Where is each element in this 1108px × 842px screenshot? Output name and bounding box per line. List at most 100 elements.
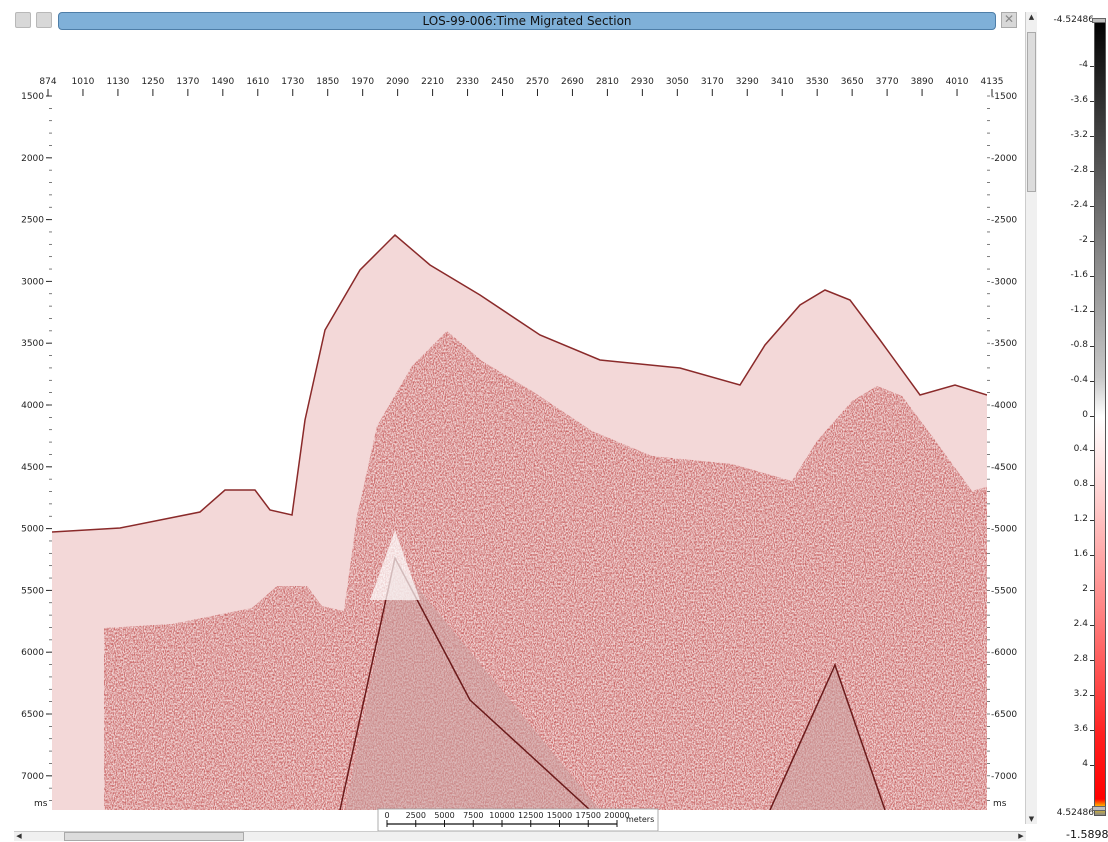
seismic-section-plot[interactable]: 874 1010 1130 1250 1370 1490 1610 1730 1850 1970 2…	[0, 0, 1025, 842]
trace-tick-label: 1610	[246, 77, 269, 87]
colorbar-tick-label: -2.4	[1070, 199, 1088, 210]
scroll-down-icon[interactable]: ▼	[1028, 815, 1035, 823]
colorbar-tick	[1090, 555, 1094, 557]
time-tick-label-left: 6000	[21, 648, 44, 658]
scale-bar-label: 10000	[489, 811, 514, 820]
trace-tick-label: 1010	[72, 77, 95, 87]
time-tick-label-left: 2500	[21, 216, 44, 226]
time-tick-label-right: -3500	[991, 339, 1017, 349]
vertical-scroll-thumb[interactable]	[1027, 32, 1036, 192]
colorbar-tick-label: 0.4	[1073, 444, 1088, 455]
colorbar-tick	[1090, 485, 1094, 487]
horizontal-scrollbar[interactable]: ◀ ▶	[14, 831, 1026, 841]
trace-tick-label: 3170	[701, 77, 724, 87]
time-tick-label-left: 1500	[21, 92, 44, 102]
trace-tick-label: 3530	[806, 77, 829, 87]
amplitude-readout: -1.58981	[1066, 828, 1108, 841]
colorbar-min-label: 4.52486	[1056, 808, 1094, 818]
colorbar-tick	[1090, 660, 1094, 662]
colorbar-tick-label: -3.2	[1070, 129, 1088, 140]
colorbar-tick-label: 2	[1082, 584, 1088, 595]
trace-tick-label: 2450	[491, 77, 514, 87]
scale-bar-label: 12500	[518, 811, 543, 820]
colorbar-tick	[1090, 310, 1094, 312]
time-tick-label-left: 2000	[21, 154, 44, 164]
trace-tick-label: 1250	[141, 77, 164, 87]
time-unit-left: ms	[34, 799, 48, 809]
trace-tick-label: 2810	[596, 77, 619, 87]
amplitude-colorbar[interactable]	[1094, 18, 1106, 816]
trace-tick-label: 1130	[106, 77, 129, 87]
vertical-scrollbar[interactable]: ▲ ▼	[1025, 12, 1037, 824]
time-tick-label-left: 6500	[21, 710, 44, 720]
trace-tick-label: 1370	[176, 77, 199, 87]
colorbar-tick-label: 0	[1082, 409, 1088, 420]
trace-tick-label: 2690	[561, 77, 584, 87]
time-tick-label-right: -7000	[991, 772, 1017, 782]
colorbar-top-handle[interactable]	[1092, 18, 1106, 23]
colorbar-tick	[1090, 695, 1094, 697]
scroll-right-icon[interactable]: ▶	[1018, 832, 1024, 840]
scale-bar: 0 2500 5000 7500 10000 12500 15000 17500 20000me…	[377, 808, 659, 832]
colorbar-tick	[1090, 520, 1094, 522]
trace-tick-label: 1850	[316, 77, 339, 87]
time-tick-label-left: 5000	[21, 525, 44, 535]
close-icon[interactable]: ✕	[1001, 12, 1017, 28]
window-title: LOS-99-006:Time Migrated Section	[422, 14, 632, 28]
colorbar-tick	[1090, 590, 1094, 592]
colorbar-tick	[1090, 240, 1094, 242]
trace-tick-label: 1970	[351, 77, 374, 87]
time-tick-label-left: 3500	[21, 339, 44, 349]
colorbar-tick-label: -3.6	[1070, 94, 1088, 105]
colorbar-tick-label: -2.8	[1070, 164, 1088, 175]
horizontal-scroll-thumb[interactable]	[64, 832, 244, 841]
colorbar-tick	[1090, 380, 1094, 382]
scale-bar-label: 17500	[576, 811, 601, 820]
colorbar-tick-label: 0.8	[1073, 479, 1088, 490]
scale-bar-label: 5000	[434, 811, 454, 820]
colorbar-tick	[1090, 765, 1094, 766]
scroll-up-icon[interactable]: ▲	[1028, 13, 1035, 21]
colorbar-bottom-handle[interactable]	[1092, 806, 1106, 811]
trace-tick-label: 3050	[666, 77, 689, 87]
colorbar-tick-label: -0.8	[1070, 339, 1088, 350]
time-tick-label-left: 4500	[21, 463, 44, 473]
settings-gear-icon[interactable]	[15, 12, 31, 28]
trace-tick-label: 2930	[631, 77, 654, 87]
colorbar-tick-label: 3.2	[1073, 689, 1088, 700]
scale-bar-label: 0	[384, 811, 389, 820]
colorbar-tick-label: 1.6	[1073, 549, 1088, 560]
scale-bar-label: 2500	[406, 811, 426, 820]
colorbar-tick-label: 1.2	[1073, 514, 1088, 525]
time-unit-right: ms	[993, 799, 1007, 809]
trace-tick-label: 1730	[281, 77, 304, 87]
time-tick-label-right: -5500	[991, 586, 1017, 596]
trace-tick-label: 4135	[981, 77, 1004, 87]
right-dome-reflector	[769, 662, 886, 810]
trace-tick-label: 2570	[526, 77, 549, 87]
trace-tick-label: 2210	[421, 77, 444, 87]
colorbar-tick-label: 4	[1082, 759, 1088, 769]
window-title-bar[interactable]: LOS-99-006:Time Migrated Section	[58, 12, 996, 30]
time-axis: 1500 2000 2500 3000 3500 4000 4500 5000 5500 6000…	[21, 92, 1017, 809]
time-tick-label-right: -4500	[991, 463, 1017, 473]
colorbar-tick-label: -2	[1079, 234, 1088, 245]
time-tick-label-right: -4000	[991, 401, 1017, 411]
trace-tick-label: 1490	[211, 77, 234, 87]
trace-tick-label: 3770	[876, 77, 899, 87]
colorbar-tick	[1090, 170, 1094, 172]
trace-tick-label: 3290	[736, 77, 759, 87]
tool-icon[interactable]	[36, 12, 52, 28]
scroll-left-icon[interactable]: ◀	[16, 832, 22, 840]
colorbar-tick	[1090, 730, 1094, 732]
left-dome-reflector	[339, 555, 591, 810]
time-tick-label-right: -5000	[991, 525, 1017, 535]
time-tick-label-left: 7000	[21, 772, 44, 782]
time-tick-label-right: -6500	[991, 710, 1017, 720]
time-tick-label-right: -6000	[991, 648, 1017, 658]
colorbar-tick-label: 2.8	[1073, 654, 1088, 665]
trace-tick-label: 3650	[841, 77, 864, 87]
trace-tick-label: 2330	[456, 77, 479, 87]
colorbar-tick	[1090, 450, 1094, 452]
colorbar-tick-label: -1.2	[1070, 304, 1088, 315]
